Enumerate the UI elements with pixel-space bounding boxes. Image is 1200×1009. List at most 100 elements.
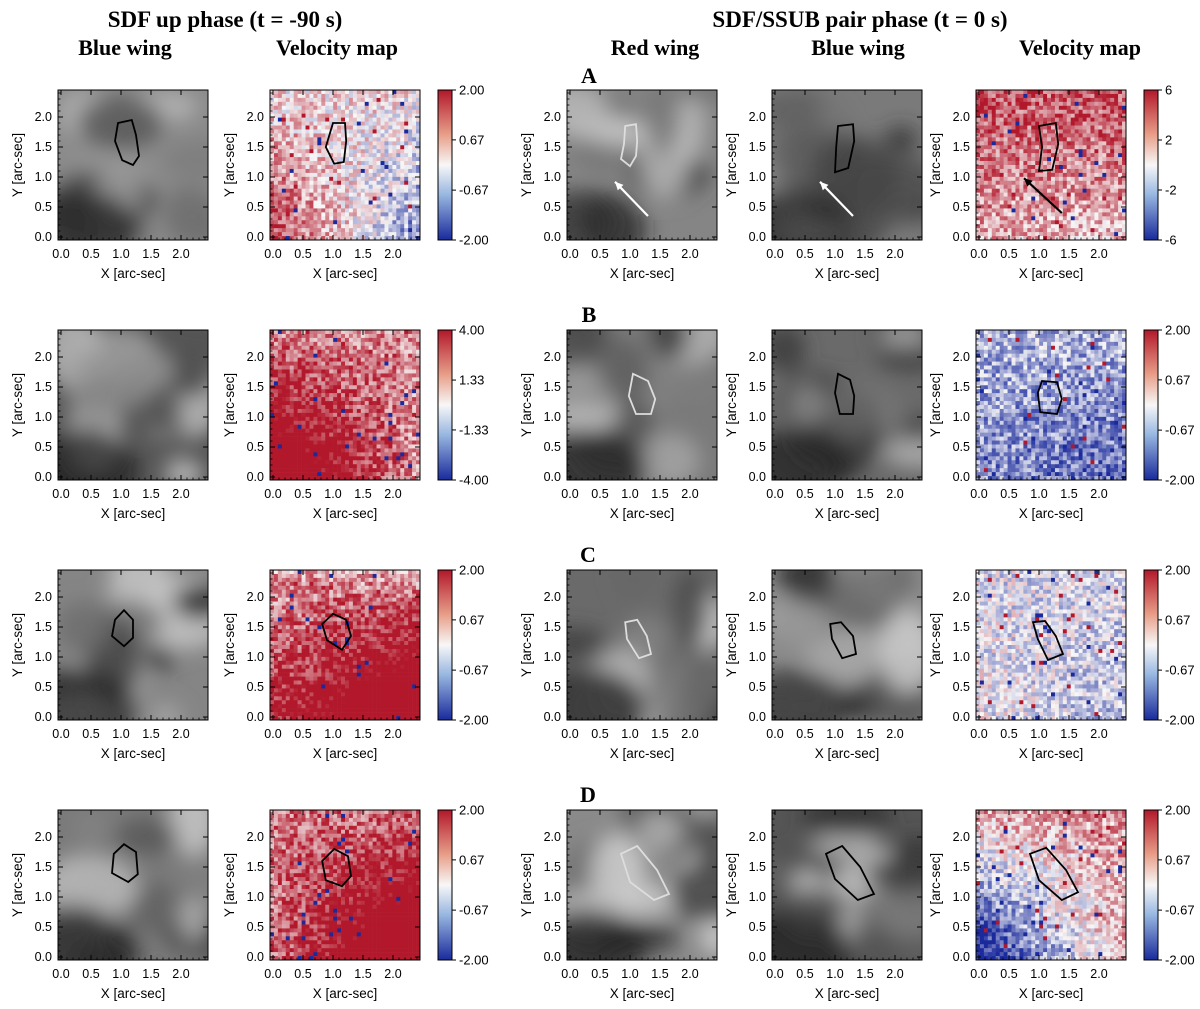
x-axis-label: X [arc-sec] bbox=[815, 746, 880, 761]
x-tick-label: 1.0 bbox=[621, 247, 638, 261]
y-tick-label: 0.5 bbox=[247, 200, 264, 214]
x-tick-label: 0.5 bbox=[82, 487, 99, 501]
y-axis-label: Y [arc-sec] bbox=[928, 853, 943, 917]
right-group-title: SDF/SSUB pair phase (t = 0 s) bbox=[712, 7, 1007, 32]
y-tick-label: 2.0 bbox=[953, 590, 970, 604]
colorbar-tick-label: 0.67 bbox=[1165, 612, 1190, 627]
x-tick-label: 1.5 bbox=[1060, 727, 1077, 741]
y-tick-label: 2.0 bbox=[953, 830, 970, 844]
x-tick-label: 2.0 bbox=[172, 487, 189, 501]
panel-r2-c2: 0.00.0 0.5 0.5 1.0 1.0 1.5 1.5 2.0 2.0 X [arc-sec… bbox=[519, 569, 718, 761]
x-tick-label: 2.0 bbox=[172, 967, 189, 981]
y-tick-label: 0.5 bbox=[544, 680, 561, 694]
left-group-title: SDF up phase (t = -90 s) bbox=[108, 7, 343, 32]
y-axis-label: Y [arc-sec] bbox=[519, 133, 534, 197]
y-tick-label: 0.5 bbox=[953, 200, 970, 214]
y-tick-label: 0.5 bbox=[749, 680, 766, 694]
y-tick-label: 2.0 bbox=[953, 110, 970, 124]
x-tick-label: 0.0 bbox=[970, 487, 987, 501]
colorbar-tick-label: -0.67 bbox=[459, 663, 489, 678]
y-tick-label: 1.5 bbox=[247, 860, 264, 874]
x-tick-label: 2.0 bbox=[384, 967, 401, 981]
x-tick-label: 1.0 bbox=[324, 247, 341, 261]
contour bbox=[1028, 846, 1080, 902]
y-tick-label: 1.0 bbox=[35, 410, 52, 424]
y-axis-label: Y [arc-sec] bbox=[724, 613, 739, 677]
y-tick-label: 0.5 bbox=[247, 680, 264, 694]
y-tick-label: 1.5 bbox=[247, 140, 264, 154]
contour bbox=[829, 621, 858, 660]
y-tick-label: 2.0 bbox=[749, 350, 766, 364]
colorbar-tick-label: 0.67 bbox=[1165, 372, 1190, 387]
y-tick-label: 0.5 bbox=[247, 920, 264, 934]
x-tick-label: 0.0 bbox=[52, 247, 69, 261]
x-tick-label: 1.5 bbox=[142, 967, 159, 981]
y-tick-label: 1.0 bbox=[544, 410, 561, 424]
y-tick-label: 0.0 bbox=[749, 230, 766, 244]
x-tick-label: 1.5 bbox=[651, 727, 668, 741]
y-tick-label: 0.0 bbox=[247, 470, 264, 484]
x-tick-label: 0.0 bbox=[766, 247, 783, 261]
y-tick-label: 0.5 bbox=[35, 920, 52, 934]
y-axis-label: Y [arc-sec] bbox=[10, 373, 25, 437]
colorbar-tick-label: 2.00 bbox=[459, 803, 484, 818]
x-tick-label: 1.5 bbox=[1060, 967, 1077, 981]
colorbar-tick-label: 1.33 bbox=[459, 373, 484, 388]
x-axis-label: X [arc-sec] bbox=[1019, 506, 1084, 521]
x-tick-label: 1.0 bbox=[826, 487, 843, 501]
x-tick-label: 0.0 bbox=[766, 487, 783, 501]
x-tick-label: 0.0 bbox=[561, 487, 578, 501]
x-tick-label: 1.0 bbox=[826, 967, 843, 981]
y-tick-label: 1.5 bbox=[953, 860, 970, 874]
colorbar-tick-label: 2 bbox=[1165, 133, 1172, 148]
x-tick-label: 2.0 bbox=[886, 487, 903, 501]
panel-r0-c3: 0.00.0 0.5 0.5 1.0 1.0 1.5 1.5 2.0 2.0 X [arc-sec… bbox=[724, 89, 923, 281]
panel-r3-c3: 0.00.0 0.5 0.5 1.0 1.0 1.5 1.5 2.0 2.0 X [arc-sec… bbox=[724, 809, 923, 1001]
y-tick-label: 0.5 bbox=[749, 200, 766, 214]
x-tick-label: 2.0 bbox=[886, 727, 903, 741]
x-tick-label: 2.0 bbox=[681, 967, 698, 981]
y-tick-label: 0.0 bbox=[749, 710, 766, 724]
x-tick-label: 2.0 bbox=[681, 247, 698, 261]
colorbar bbox=[1143, 329, 1159, 481]
x-tick-label: 1.5 bbox=[354, 247, 371, 261]
x-tick-label: 0.0 bbox=[970, 727, 987, 741]
colorbar-tick-label: 2.00 bbox=[459, 563, 484, 578]
colorbar bbox=[437, 89, 453, 241]
contour bbox=[619, 844, 671, 902]
x-tick-label: 1.0 bbox=[621, 967, 638, 981]
y-tick-label: 1.5 bbox=[35, 620, 52, 634]
y-tick-label: 0.0 bbox=[35, 710, 52, 724]
x-tick-label: 1.5 bbox=[142, 487, 159, 501]
panel-r2-c3: 0.00.0 0.5 0.5 1.0 1.0 1.5 1.5 2.0 2.0 X [arc-sec… bbox=[724, 569, 923, 761]
y-tick-label: 0.0 bbox=[35, 470, 52, 484]
x-tick-label: 0.0 bbox=[52, 487, 69, 501]
x-tick-label: 0.0 bbox=[264, 247, 281, 261]
x-tick-label: 0.5 bbox=[591, 967, 608, 981]
row-label-c: C bbox=[580, 542, 596, 567]
x-tick-label: 1.0 bbox=[1030, 487, 1047, 501]
colorbar-tick-label: 2.00 bbox=[1165, 563, 1190, 578]
y-tick-label: 0.5 bbox=[247, 440, 264, 454]
x-tick-label: 0.0 bbox=[561, 967, 578, 981]
colorbar-tick-label: 0.67 bbox=[1165, 852, 1190, 867]
colorbar-tick-label: -4.00 bbox=[459, 473, 489, 488]
x-tick-label: 1.0 bbox=[324, 967, 341, 981]
colorbar bbox=[1143, 89, 1159, 241]
colorbar-tick-label: -0.67 bbox=[1165, 903, 1195, 918]
x-tick-label: 0.0 bbox=[52, 967, 69, 981]
x-tick-label: 2.0 bbox=[886, 247, 903, 261]
x-tick-label: 2.0 bbox=[172, 247, 189, 261]
x-axis-label: X [arc-sec] bbox=[313, 746, 378, 761]
panel-r1-c0: 0.00.0 0.5 0.5 1.0 1.0 1.5 1.5 2.0 2.0 X [arc-sec… bbox=[10, 329, 209, 521]
y-axis-label: Y [arc-sec] bbox=[928, 373, 943, 437]
panel-r3-c0: 0.00.0 0.5 0.5 1.0 1.0 1.5 1.5 2.0 2.0 X [arc-sec… bbox=[10, 809, 209, 1001]
x-tick-label: 0.5 bbox=[294, 487, 311, 501]
y-tick-label: 2.0 bbox=[35, 110, 52, 124]
colorbar-tick-label: -0.67 bbox=[1165, 663, 1195, 678]
x-tick-label: 2.0 bbox=[384, 247, 401, 261]
y-tick-label: 2.0 bbox=[247, 110, 264, 124]
row-label-d: D bbox=[580, 782, 596, 807]
x-tick-label: 1.0 bbox=[1030, 727, 1047, 741]
